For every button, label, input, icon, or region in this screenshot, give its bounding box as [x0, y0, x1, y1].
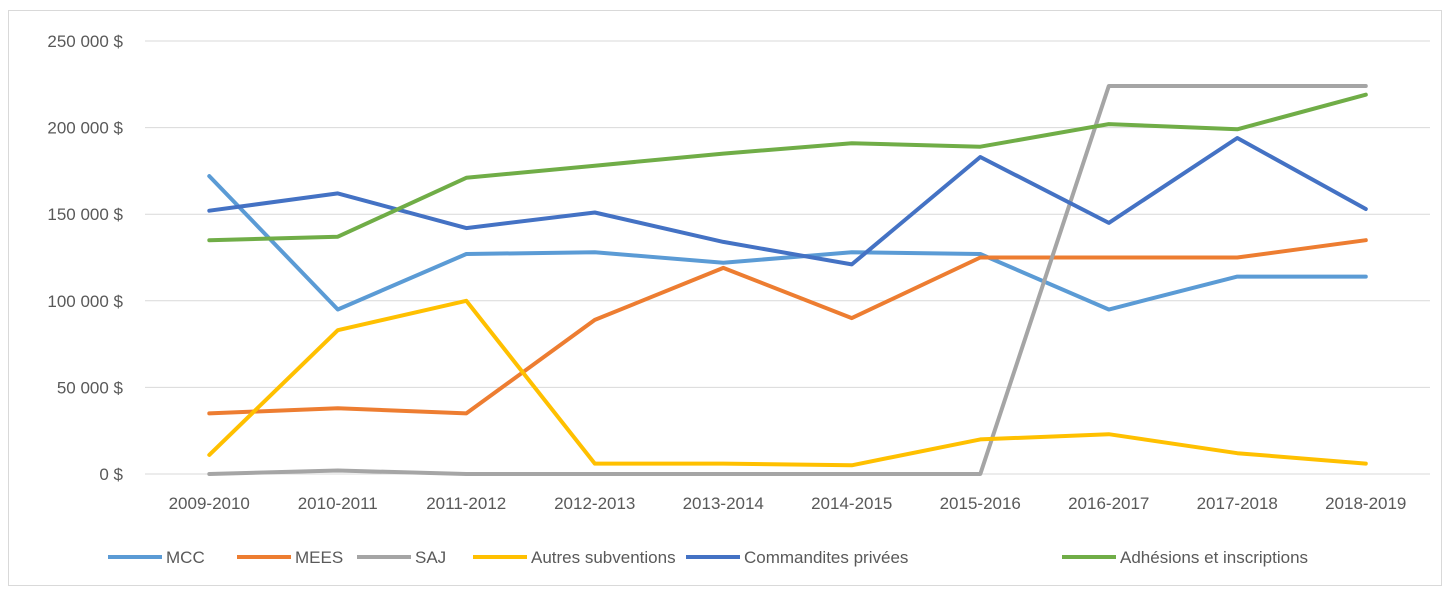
series-line-saj	[207, 84, 1368, 476]
legend-label: Autres subventions	[531, 548, 676, 567]
legend-label: MEES	[295, 548, 343, 567]
x-tick-label: 2016-2017	[1068, 494, 1149, 513]
x-tick-label: 2017-2018	[1197, 494, 1278, 513]
y-tick-label: 50 000 $	[57, 378, 124, 397]
legend-label: Commandites privées	[744, 548, 908, 567]
y-tick-label: 0 $	[99, 465, 123, 484]
x-tick-label: 2012-2013	[554, 494, 635, 513]
series-line-mees	[207, 238, 1368, 416]
x-axis-ticks: 2009-2010 2010-2011 2011-2012 2012-2013 2013…	[169, 494, 1407, 513]
x-tick-label: 2015-2016	[940, 494, 1021, 513]
x-tick-label: 2014-2015	[811, 494, 892, 513]
series-line-adh-sions-et-inscriptions	[207, 92, 1368, 243]
legend-label: MCC	[166, 548, 205, 567]
y-axis-ticks: 0 $ 50 000 $ 100 000 $ 150 000 $ 200 000 $ 25…	[47, 32, 123, 484]
series-lines	[207, 84, 1368, 476]
x-tick-label: 2018-2019	[1325, 494, 1406, 513]
y-tick-label: 100 000 $	[47, 292, 123, 311]
x-tick-label: 2010-2011	[298, 494, 378, 513]
chart-frame	[8, 10, 1442, 586]
x-tick-label: 2013-2014	[683, 494, 764, 513]
series-line-autres-subventions	[207, 298, 1368, 468]
legend-label: Adhésions et inscriptions	[1120, 548, 1308, 567]
y-tick-label: 200 000 $	[47, 119, 123, 138]
x-tick-label: 2009-2010	[169, 494, 250, 513]
series-line-mcc	[207, 174, 1368, 312]
x-tick-label: 2011-2012	[426, 494, 506, 513]
y-tick-label: 250 000 $	[47, 32, 123, 51]
legend: MCC MEES SAJ Autres subventions Commandites …	[108, 548, 1308, 567]
series-line-commandites-priv-es	[207, 136, 1368, 267]
legend-label: SAJ	[415, 548, 446, 567]
y-tick-label: 150 000 $	[47, 205, 123, 224]
